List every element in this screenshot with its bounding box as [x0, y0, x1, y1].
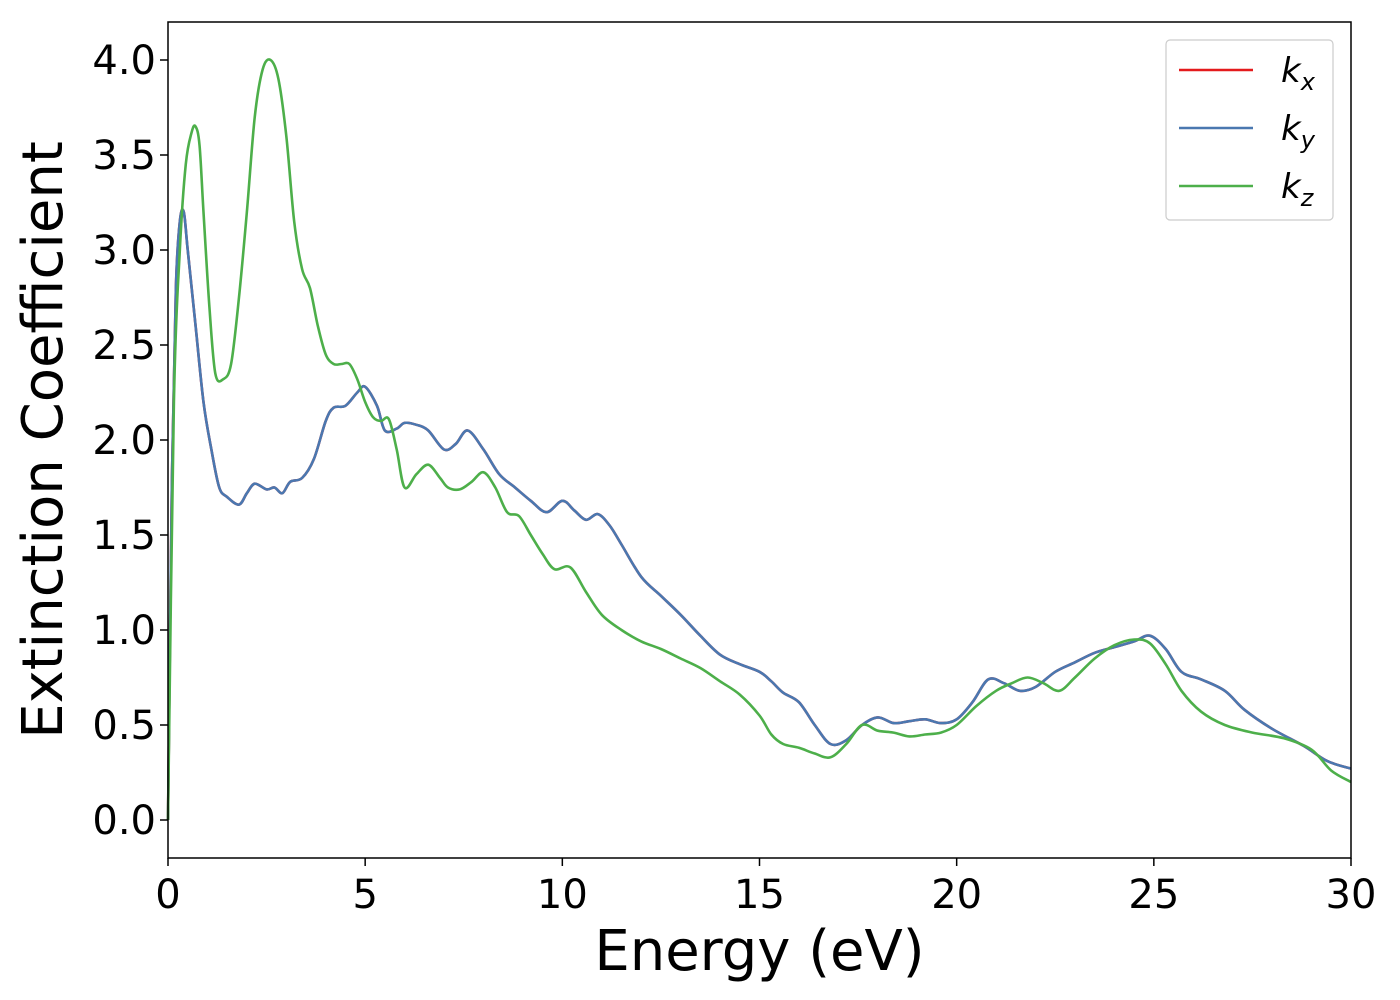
x-tick-label: 20: [931, 872, 982, 918]
y-tick-label: 2.5: [92, 323, 156, 369]
x-axis: 0 5 10 15 20 25 30: [155, 858, 1376, 918]
y-tick-label: 4.0: [92, 38, 156, 84]
x-tick-label: 10: [537, 872, 588, 918]
y-tick-label: 1.5: [92, 513, 156, 559]
legend-label-kx: kx: [1281, 51, 1316, 96]
y-tick-label: 2.0: [92, 418, 156, 464]
series-line-ky: [166, 208, 1352, 821]
y-axis: 0.0 0.5 1.0 1.5 2.0 2.5 3.0 3.5 4.0: [92, 38, 168, 844]
x-tick-label: 25: [1128, 872, 1179, 918]
x-axis-label: Energy (eV): [594, 919, 924, 984]
x-tick-label: 30: [1326, 872, 1377, 918]
x-tick-label: 5: [352, 872, 377, 918]
y-tick-label: 3.5: [92, 133, 156, 179]
legend-box: [1165, 39, 1334, 221]
y-tick-label: 1.0: [92, 608, 156, 654]
y-tick-label: 0.5: [92, 703, 156, 749]
x-tick-label: 15: [734, 872, 785, 918]
y-tick-label: 3.0: [92, 228, 156, 274]
x-tick-label: 0: [155, 872, 180, 918]
series-layer: [166, 58, 1352, 821]
y-tick-label: 0.0: [92, 798, 156, 844]
series-line-kz: [166, 58, 1352, 821]
y-axis-label: Extinction Coefficient: [11, 141, 76, 739]
